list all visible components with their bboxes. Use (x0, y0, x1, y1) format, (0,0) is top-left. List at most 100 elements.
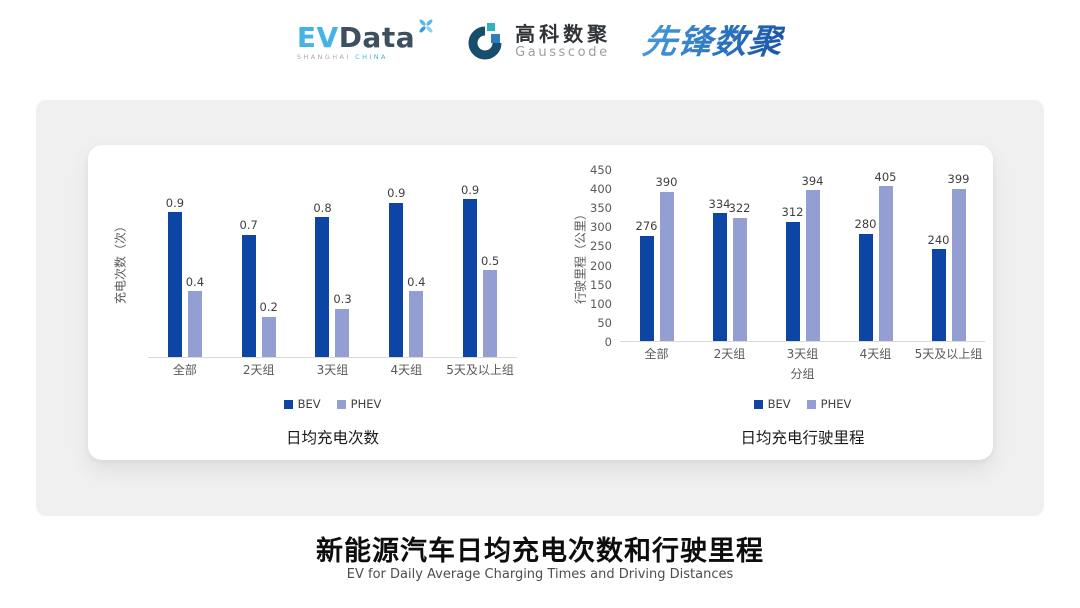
y-tick-label: 450 (590, 163, 612, 177)
bar-phev-2 (805, 190, 820, 341)
bar-phev-4 (951, 188, 966, 341)
pioneer-logo: 先锋数聚 (640, 22, 786, 62)
x-axis-title: 分组 (790, 367, 815, 381)
plot-area: 276 390 334 322 312 394 280 405 240 399 (620, 170, 985, 342)
y-tick-label: 200 (590, 258, 612, 273)
bar-bev-1 (241, 234, 256, 357)
bar-value-label: 0.5 (480, 253, 500, 268)
bar-column: 0.7 (239, 218, 258, 357)
x-tick-label: 全部 (644, 347, 669, 361)
bar-value-label: 394 (801, 173, 824, 188)
bar-group: 0.9 0.4 (148, 165, 222, 357)
y-tick-label: 150 (590, 277, 612, 292)
x-tick-label: 4天组 (390, 363, 423, 377)
bar-value-label: 390 (655, 175, 678, 190)
bar-column: 0.5 (480, 253, 500, 357)
bar-group: 0.9 0.4 (369, 165, 443, 357)
legend-swatch-bev-icon (283, 399, 293, 409)
x-tick-label: 2天组 (242, 363, 275, 377)
bar-group: 0.8 0.3 (296, 165, 370, 357)
bar-value-label: 0.9 (165, 195, 185, 210)
bar-column: 322 (729, 203, 750, 341)
bar-value-label: 312 (781, 205, 804, 220)
bar-group: 276 390 (620, 170, 693, 341)
evdata-tagline: SHANGHAI CHINA (297, 54, 388, 61)
x-tick-label: 4天组 (859, 347, 892, 361)
bar-value-label: 399 (947, 172, 970, 186)
bar-column: 0.2 (259, 300, 278, 357)
chart-daily-driving-distance: 行驶里程（公里） 0 50 100 150 200 250 300 350 400 450 276 39… (568, 159, 993, 449)
logo-header: EV Data SHANGHAI CHINA (0, 19, 1080, 62)
bar-value-label: 405 (874, 169, 897, 184)
bar-value-label: 0.8 (313, 200, 332, 215)
chart-title: 日均充电次数 (285, 429, 379, 447)
bar-value-label: 0.2 (259, 300, 278, 315)
charts-card: 充电次数（次） 0.9 0.4 0.7 0.2 0.8 0.3 0.9 0.4 0.9 0.5 全部 2… (88, 145, 993, 460)
bar-column: 312 (782, 207, 803, 341)
x-axis-labels: 全部 2天组 3天组 4天组 5天及以上组 (148, 361, 517, 378)
bar-bev-3 (858, 233, 873, 341)
bar-bev-2 (315, 217, 330, 357)
y-tick-label: 100 (590, 296, 612, 311)
bar-column: 405 (875, 171, 896, 341)
chart-legend: BEV PHEV (148, 397, 517, 411)
bar-bev-0 (167, 212, 182, 357)
legend-label: PHEV (820, 397, 852, 411)
chart-title: 日均充电行驶里程 (740, 429, 865, 447)
bar-bev-4 (931, 249, 946, 341)
bar-column: 0.3 (333, 294, 352, 357)
bar-column: 0.8 (313, 200, 332, 357)
y-tick-label: 300 (590, 220, 612, 235)
y-tick-label: 50 (597, 315, 612, 330)
bar-phev-1 (732, 217, 747, 341)
bar-value-label: 240 (927, 232, 950, 247)
plot-area: 0.9 0.4 0.7 0.2 0.8 0.3 0.9 0.4 0.9 0.5 (148, 165, 517, 358)
bar-column: 240 (928, 234, 949, 341)
x-tick-label: 全部 (172, 363, 197, 377)
bar-bev-4 (463, 199, 478, 357)
bar-bev-1 (712, 213, 727, 341)
bar-group: 240 399 (912, 170, 985, 341)
bar-column: 280 (855, 219, 876, 341)
bar-value-label: 334 (708, 196, 731, 211)
bar-group: 0.7 0.2 (222, 165, 296, 357)
evdata-tagline-china: CHINA (355, 52, 388, 61)
legend-label: BEV (767, 397, 791, 411)
bar-column: 0.9 (165, 195, 185, 357)
page-subtitle: EV for Daily Average Charging Times and … (346, 567, 734, 582)
y-tick-label: 250 (590, 239, 612, 254)
bar-value-label: 0.7 (239, 218, 258, 233)
legend-item-bev: BEV (753, 397, 791, 411)
bar-group: 0.9 0.5 (443, 165, 517, 357)
bar-value-label: 0.4 (185, 274, 205, 289)
chart-legend: BEV PHEV (620, 397, 985, 411)
bar-phev-0 (187, 291, 202, 357)
legend-item-phev: PHEV (806, 397, 852, 411)
bar-bev-2 (785, 221, 800, 341)
bar-value-label: 0.9 (460, 182, 480, 197)
gausscode-logo: 高科数聚 Gausscode (467, 22, 611, 62)
bar-value-label: 0.4 (407, 274, 426, 289)
gausscode-name-cn: 高科数聚 (515, 22, 612, 47)
bar-column: 390 (656, 177, 677, 341)
chart-daily-charging-times: 充电次数（次） 0.9 0.4 0.7 0.2 0.8 0.3 0.9 0.4 0.9 0.5 全部 2… (112, 159, 542, 449)
content-panel: 充电次数（次） 0.9 0.4 0.7 0.2 0.8 0.3 0.9 0.4 0.9 0.5 全部 2… (36, 100, 1044, 516)
bar-group: 334 322 (693, 170, 766, 341)
gausscode-name-en: Gausscode (515, 45, 610, 61)
x-tick-label: 5天及以上组 (914, 347, 983, 361)
bar-phev-0 (659, 191, 674, 341)
legend-swatch-phev-icon (806, 399, 816, 409)
bar-value-label: 280 (854, 217, 877, 232)
legend-item-phev: PHEV (336, 397, 381, 411)
bar-value-label: 322 (728, 201, 751, 216)
bar-group: 312 394 (766, 170, 839, 341)
legend-swatch-bev-icon (753, 399, 763, 409)
bar-phev-3 (878, 186, 893, 341)
y-axis-label: 充电次数（次） (113, 219, 128, 304)
evdata-wordmark: EV Data (297, 19, 435, 52)
bar-phev-3 (409, 291, 424, 357)
bar-bev-3 (389, 202, 404, 357)
x-tick-label: 5天及以上组 (446, 363, 514, 377)
page-title: 新能源汽车日均充电次数和行驶里程 (316, 536, 764, 567)
